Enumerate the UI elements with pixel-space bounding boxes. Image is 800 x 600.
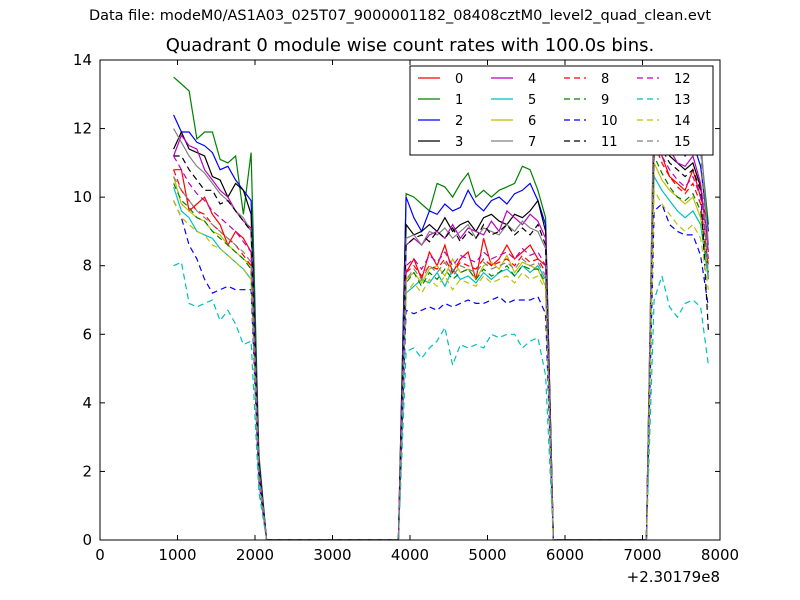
legend-box	[409, 65, 714, 156]
x-tick-label: 7000	[623, 546, 661, 564]
series-10-line	[173, 200, 709, 540]
series-15-line	[173, 99, 709, 540]
legend-label-0: 0	[455, 72, 463, 87]
legend-label-10: 10	[601, 114, 618, 129]
series-13-line	[173, 261, 709, 540]
axis-ticks: 0 1000 2000 3000 4000 5000 6000 7000 80000246810…	[73, 51, 739, 586]
x-tick-label: 1000	[158, 546, 196, 564]
y-tick-label: 14	[73, 51, 92, 69]
chart-title: Quadrant 0 module wise count rates with …	[165, 35, 655, 56]
legend-label-14: 14	[674, 114, 691, 129]
legend-label-4: 4	[528, 72, 536, 87]
legend-label-1: 1	[455, 93, 463, 108]
legend-label-3: 3	[455, 135, 463, 150]
y-tick-label: 0	[82, 531, 92, 549]
y-tick-label: 6	[82, 325, 92, 343]
x-offset-label: +2.30179e8	[627, 568, 720, 586]
legend-label-7: 7	[528, 135, 536, 150]
x-tick-label: 8000	[701, 546, 739, 564]
x-tick-label: 4000	[391, 546, 429, 564]
legend-label-9: 9	[601, 93, 609, 108]
series-layer	[173, 76, 709, 540]
series-12-line	[173, 135, 709, 540]
x-tick-label: 0	[95, 546, 105, 564]
y-tick-label: 8	[82, 257, 92, 275]
legend-label-6: 6	[528, 114, 536, 129]
y-tick-label: 4	[82, 394, 92, 412]
y-tick-label: 12	[73, 120, 92, 138]
y-tick-label: 10	[73, 188, 92, 206]
y-tick-label: 2	[82, 462, 92, 480]
legend-label-2: 2	[455, 114, 463, 129]
series-11-line	[173, 128, 709, 540]
legend-label-8: 8	[601, 72, 609, 87]
legend-label-11: 11	[601, 135, 618, 150]
legend-label-5: 5	[528, 93, 536, 108]
x-tick-label: 3000	[313, 546, 351, 564]
legend-label-12: 12	[674, 72, 691, 87]
x-tick-label: 5000	[468, 546, 506, 564]
x-tick-label: 6000	[546, 546, 584, 564]
legend-label-13: 13	[674, 93, 691, 108]
chart-suptitle: Data file: modeM0/AS1A03_025T07_90000011…	[88, 8, 712, 24]
x-tick-label: 2000	[236, 546, 274, 564]
legend-label-15: 15	[674, 135, 691, 150]
series-14-line	[173, 188, 709, 540]
